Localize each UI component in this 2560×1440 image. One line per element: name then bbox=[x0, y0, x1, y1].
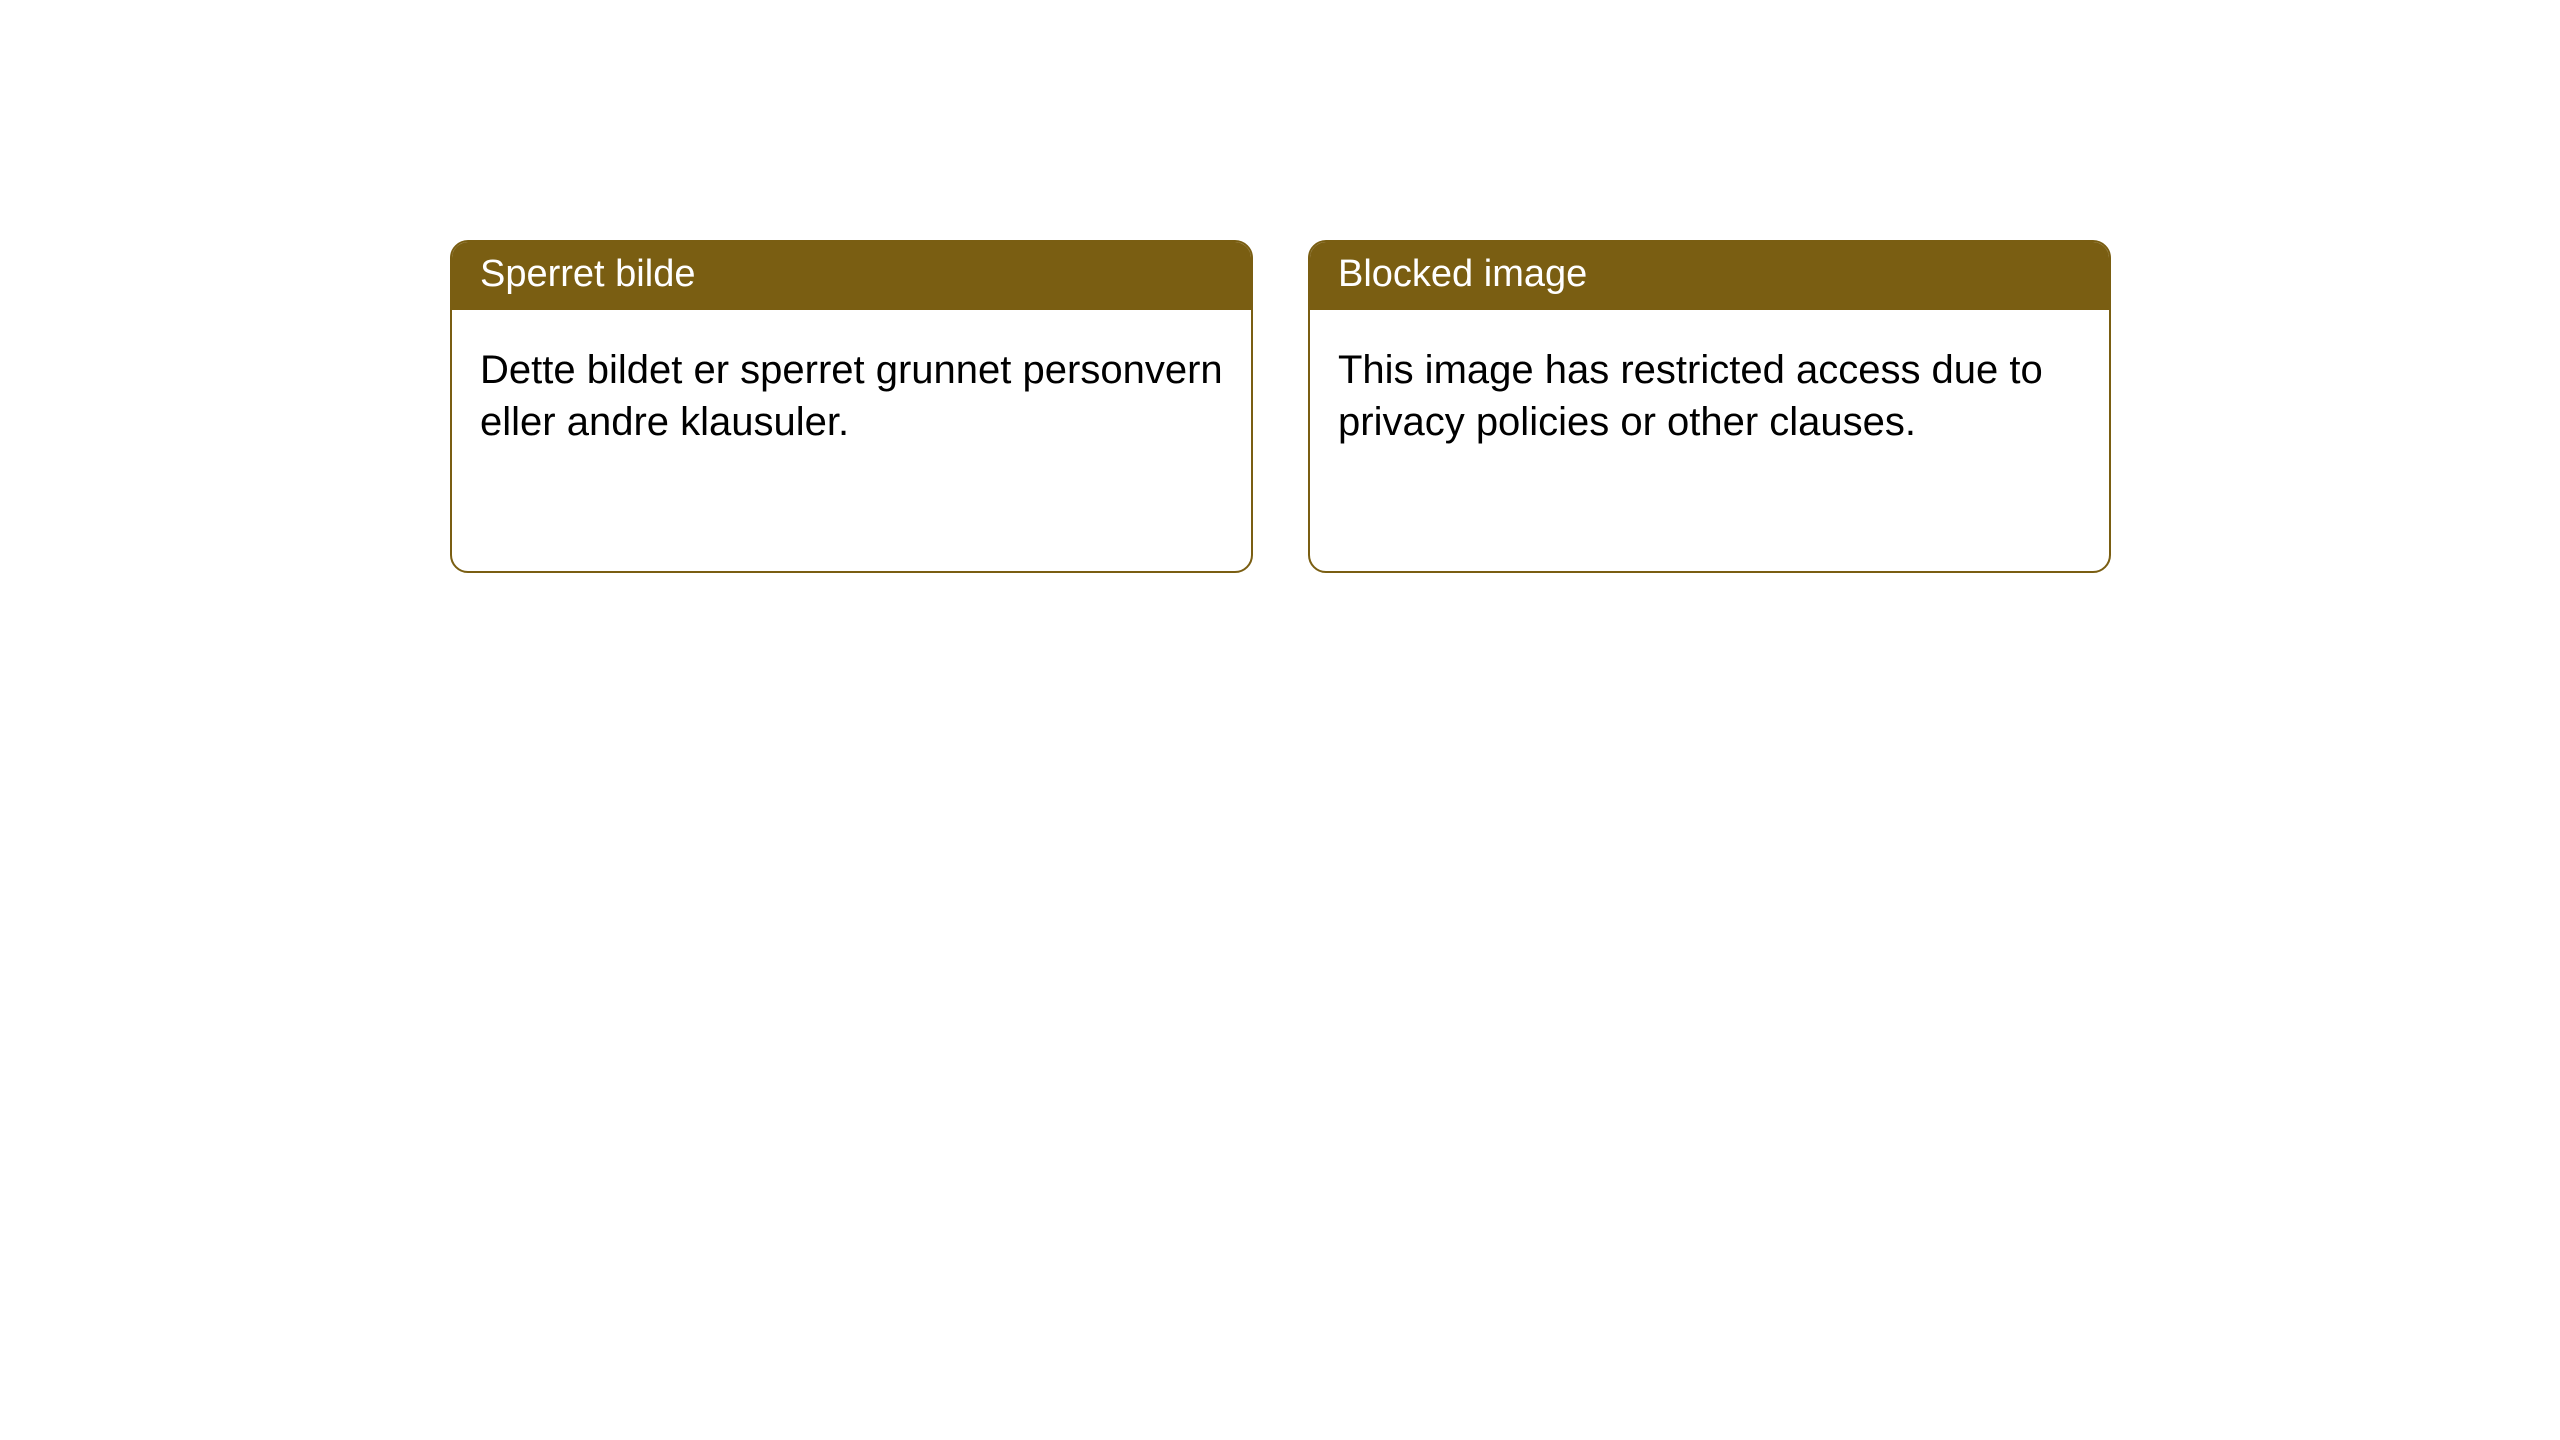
card-message: This image has restricted access due to … bbox=[1310, 310, 2109, 476]
notice-container: Sperret bilde Dette bildet er sperret gr… bbox=[450, 240, 2111, 573]
card-title: Blocked image bbox=[1310, 242, 2109, 310]
blocked-image-card-no: Sperret bilde Dette bildet er sperret gr… bbox=[450, 240, 1253, 573]
card-title: Sperret bilde bbox=[452, 242, 1251, 310]
card-message: Dette bildet er sperret grunnet personve… bbox=[452, 310, 1251, 476]
blocked-image-card-en: Blocked image This image has restricted … bbox=[1308, 240, 2111, 573]
